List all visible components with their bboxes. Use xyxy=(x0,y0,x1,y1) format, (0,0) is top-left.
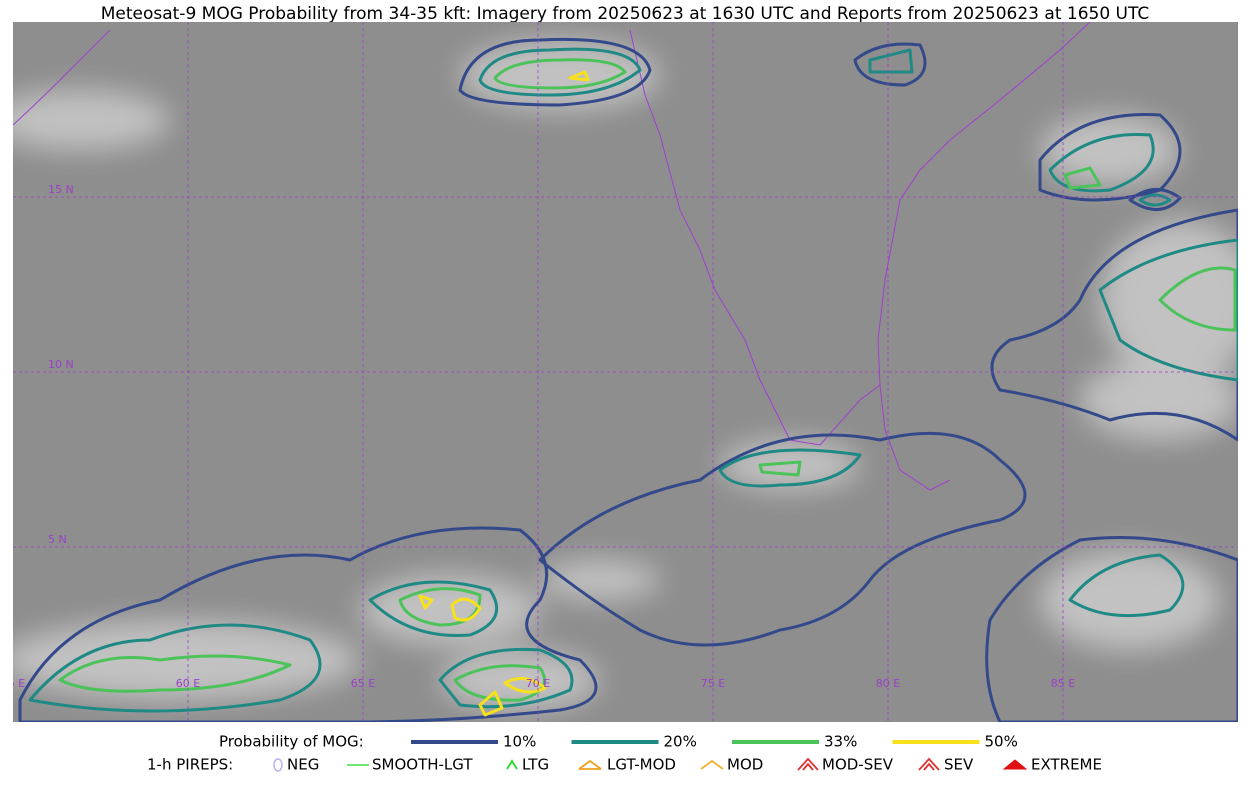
pirep-icon xyxy=(797,757,819,771)
pirep-icon xyxy=(1002,759,1028,770)
pirep-label: NEG xyxy=(287,756,319,774)
lon-label: 80 E xyxy=(876,677,900,690)
lat-label: 5 N xyxy=(48,533,67,546)
pirep-label: SMOOTH-LGT xyxy=(372,756,473,774)
legend-label: 10% xyxy=(503,733,536,751)
pirep-icon xyxy=(918,757,940,771)
pirep-label: EXTREME xyxy=(1031,756,1102,774)
pirep-icon xyxy=(578,759,602,770)
lat-label: 15 N xyxy=(48,183,74,196)
lon-label: 70 E xyxy=(526,677,550,690)
lon-label: 60 E xyxy=(176,677,200,690)
probability-title: Probability of MOG: xyxy=(219,733,364,751)
lon-label: 65 E xyxy=(351,677,375,690)
legend-label: 20% xyxy=(664,733,697,751)
legend-label: 33% xyxy=(824,733,857,751)
pirep-icon xyxy=(700,759,724,770)
lon-label: 75 E xyxy=(701,677,725,690)
legend: Probability of MOG: 10% 20% 33% 50% 1-h PIREP… xyxy=(147,733,1102,774)
map: 15 N 10 N 5 N 55 E 60 E 65 E 70 E 75 E 80 E 85 E xyxy=(1,22,1238,722)
pirep-label: LGT-MOD xyxy=(607,756,676,774)
lat-label: 10 N xyxy=(48,358,74,371)
title: Meteosat-9 MOG Probability from 34-35 kf… xyxy=(101,4,1150,24)
legend-label: 50% xyxy=(985,733,1018,751)
pirep-icon xyxy=(506,759,518,770)
pirep-label: SEV xyxy=(944,756,974,774)
pirep-label: MOD xyxy=(727,756,763,774)
pirep-label: MOD-SEV xyxy=(822,756,894,774)
lon-label: 85 E xyxy=(1051,677,1075,690)
pirep-icon xyxy=(273,758,283,772)
lon-label: 55 E xyxy=(1,677,25,690)
pireps-title: 1-h PIREPS: xyxy=(147,756,233,774)
pirep-label: LTG xyxy=(522,756,549,774)
